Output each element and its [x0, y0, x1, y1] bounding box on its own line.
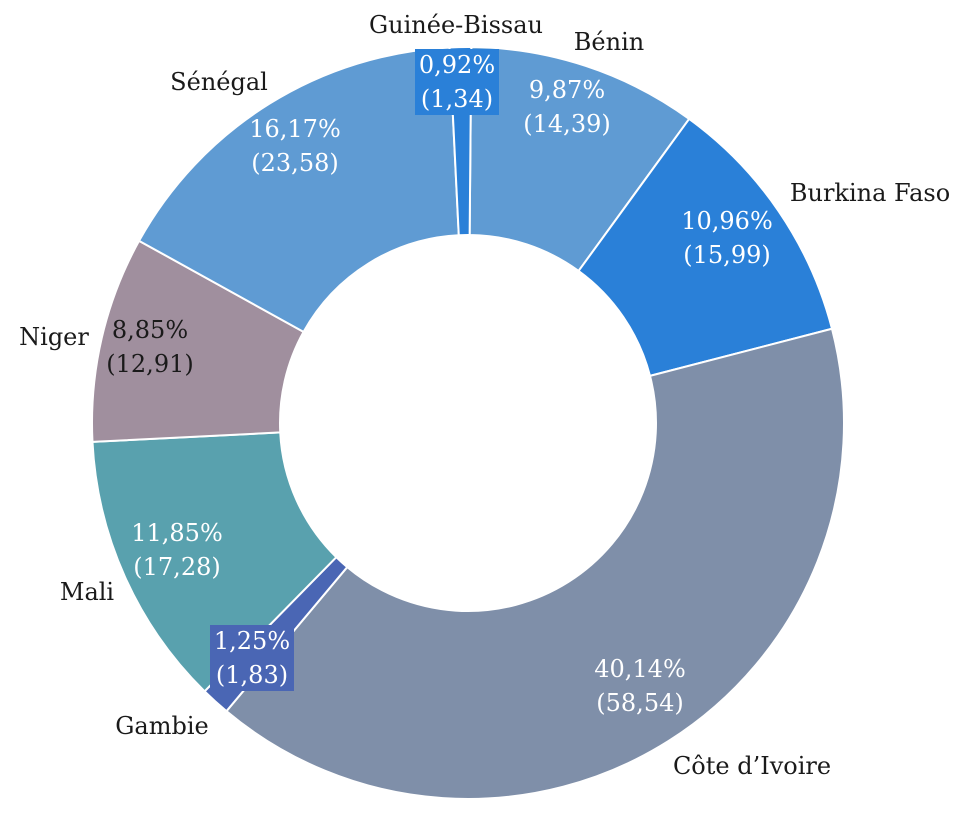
percent-label-1: 10,96% [681, 207, 773, 235]
percent-label-7: 0,92% [419, 51, 495, 79]
data-label-box-3 [210, 625, 294, 691]
percent-label-5: 8,85% [112, 316, 188, 344]
value-label-5: (12,91) [106, 350, 193, 378]
slice-4 [91, 431, 338, 693]
category-label-6: Sénégal [170, 68, 268, 96]
category-label-2: Côte d’Ivoire [673, 752, 831, 780]
percent-label-4: 11,85% [131, 519, 223, 547]
donut-labels: Bénin 9,87% (14,39) Burkina Faso 10,96% (15,9… [19, 11, 950, 780]
percent-label-3: 1,25% [214, 627, 290, 655]
value-label-2: (58,54) [596, 689, 683, 717]
value-label-3: (1,83) [216, 661, 288, 689]
value-label-4: (17,28) [133, 553, 220, 581]
slice-2 [225, 327, 845, 800]
value-label-7: (1,34) [421, 85, 493, 113]
value-label-0: (14,39) [523, 110, 610, 138]
donut-slices [91, 46, 845, 800]
value-label-1: (15,99) [683, 241, 770, 269]
slice-1 [577, 117, 834, 378]
category-label-5: Niger [19, 323, 89, 351]
category-label-4: Mali [60, 578, 115, 606]
value-label-6: (23,58) [251, 149, 338, 177]
category-label-7: Guinée-Bissau [369, 11, 543, 39]
percent-label-2: 40,14% [594, 655, 686, 683]
data-label-box-7 [415, 49, 499, 115]
percent-label-0: 9,87% [529, 76, 605, 104]
category-label-3: Gambie [115, 712, 208, 740]
category-label-0: Bénin [574, 28, 644, 56]
category-label-1: Burkina Faso [790, 179, 950, 207]
percent-label-6: 16,17% [249, 115, 341, 143]
